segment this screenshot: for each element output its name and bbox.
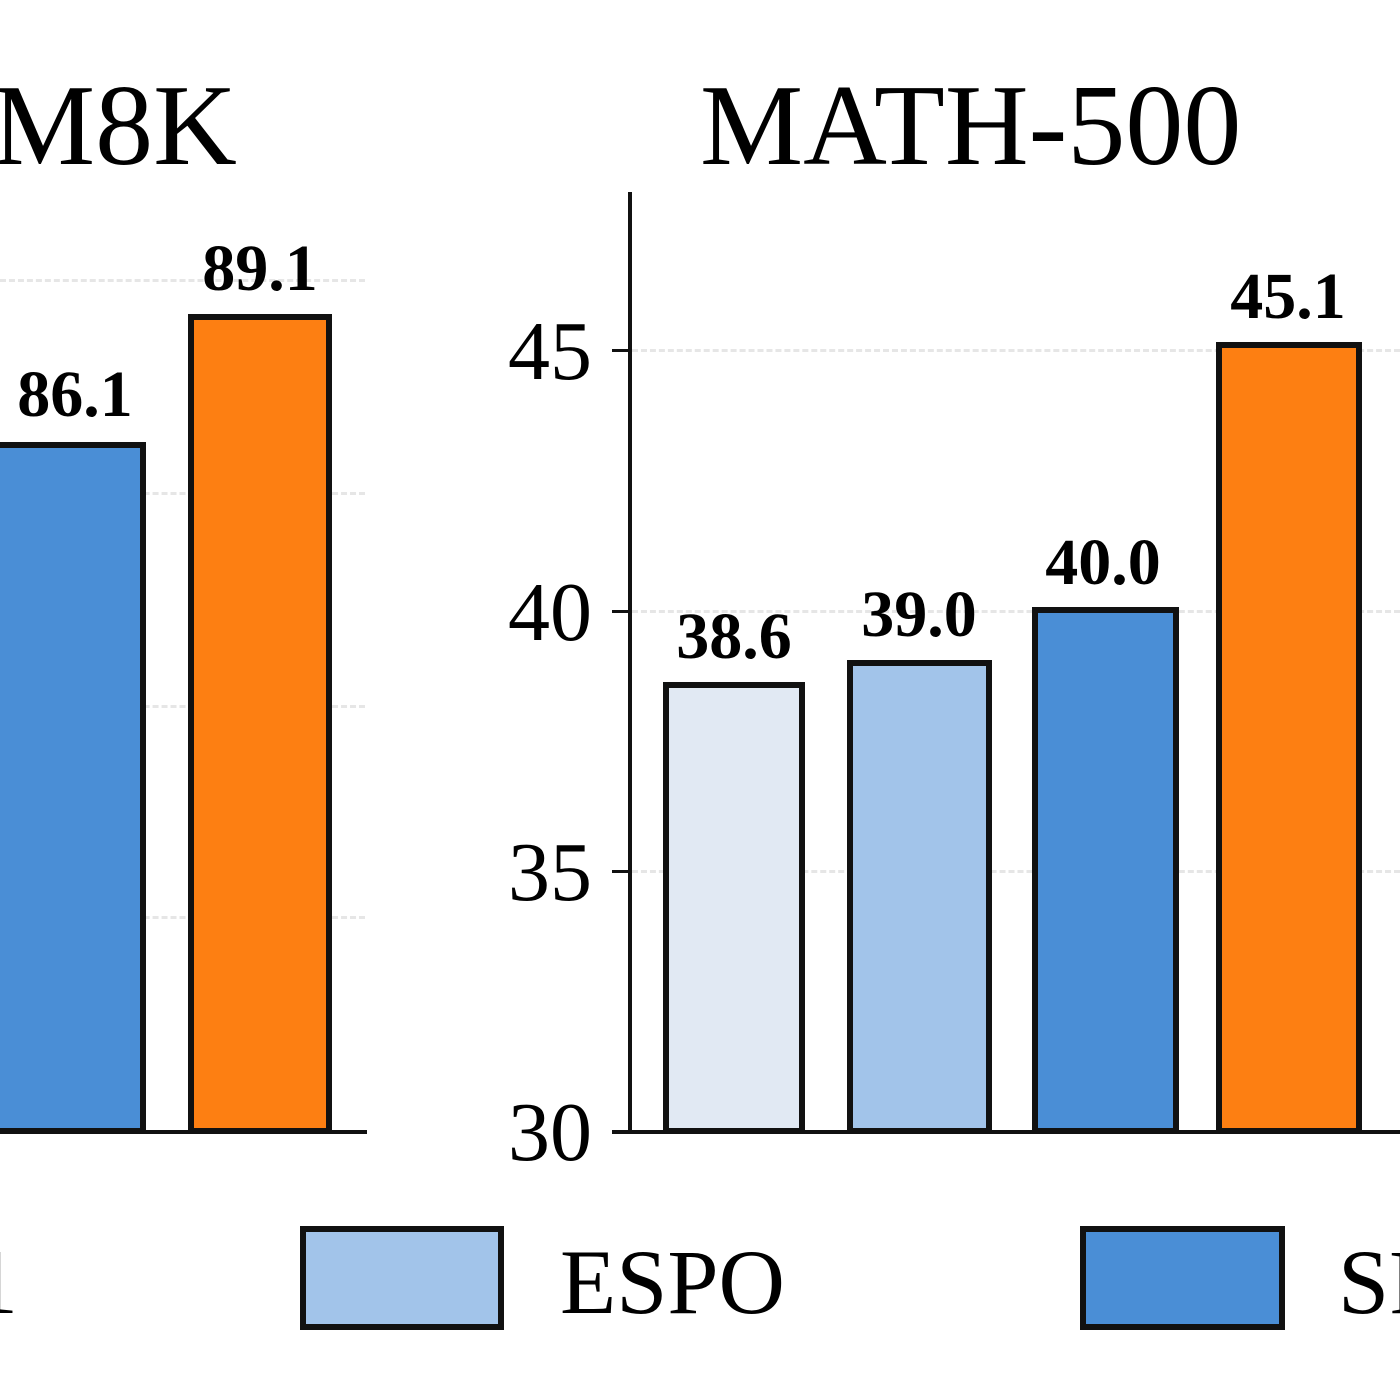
math500-tick (612, 349, 628, 352)
legend-swatch-espo (300, 1226, 504, 1330)
math500-ytick-label: 35 (508, 826, 592, 919)
math500-ytick-label: 30 (508, 1086, 592, 1179)
gsm8k-x-axis (0, 1130, 367, 1134)
math500-x-axis (612, 1130, 1400, 1134)
math500-value-label: 40.0 (1045, 526, 1161, 599)
math500-ytick-label: 45 (508, 305, 592, 398)
math500-title: MATH-500 (700, 62, 1242, 190)
math500-bar-spo (1032, 607, 1179, 1134)
math500-value-label: 39.0 (861, 578, 977, 651)
math500-tick (612, 1130, 628, 1133)
legend-label-spo: SP (1338, 1231, 1400, 1333)
legend-label-espo: ESPO (560, 1231, 785, 1333)
math500-bar-ours (1216, 342, 1362, 1134)
math500-gridline-35 (632, 870, 1400, 873)
math500-ytick-label: 40 (508, 566, 592, 659)
gsm8k-bar-ours (188, 314, 332, 1134)
legend-label-base: 1 (0, 1236, 18, 1328)
legend-swatch-spo (1080, 1226, 1285, 1330)
math500-bar-base (663, 682, 805, 1134)
gsm8k-bar-spo (0, 442, 146, 1134)
gsm8k-gridline (0, 916, 365, 919)
gsm8k-title: M8K (0, 62, 237, 190)
math500-tick (612, 610, 628, 613)
gsm8k-gridline (0, 492, 365, 495)
math500-y-axis (628, 192, 632, 1134)
gsm8k-gridline (0, 279, 365, 282)
math500-tick (612, 870, 628, 873)
math500-value-label: 45.1 (1230, 260, 1346, 333)
math500-gridline-45 (632, 349, 1400, 352)
math500-gridline-40 (632, 610, 1400, 613)
math500-value-label: 38.6 (676, 600, 792, 673)
gsm8k-value-label: 89.1 (202, 232, 318, 305)
math500-bar-espo (847, 660, 992, 1134)
gsm8k-value-label: 86.1 (17, 358, 133, 431)
gsm8k-gridline (0, 705, 365, 708)
